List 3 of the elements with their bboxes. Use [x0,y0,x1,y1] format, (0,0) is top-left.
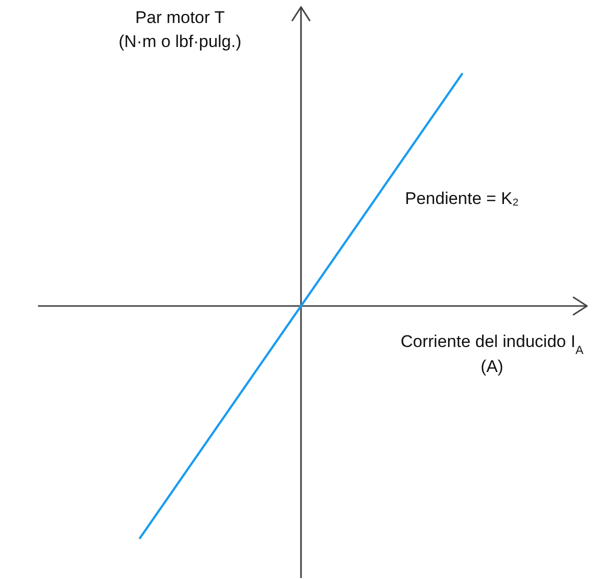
text: Corriente del inducido I$_{A}$ (A) [400,332,584,376]
y-axis-title: Par motor T (N·m o lbf·pulg.) [118,8,242,51]
annotation: Pendiente = K₂ [405,189,519,208]
